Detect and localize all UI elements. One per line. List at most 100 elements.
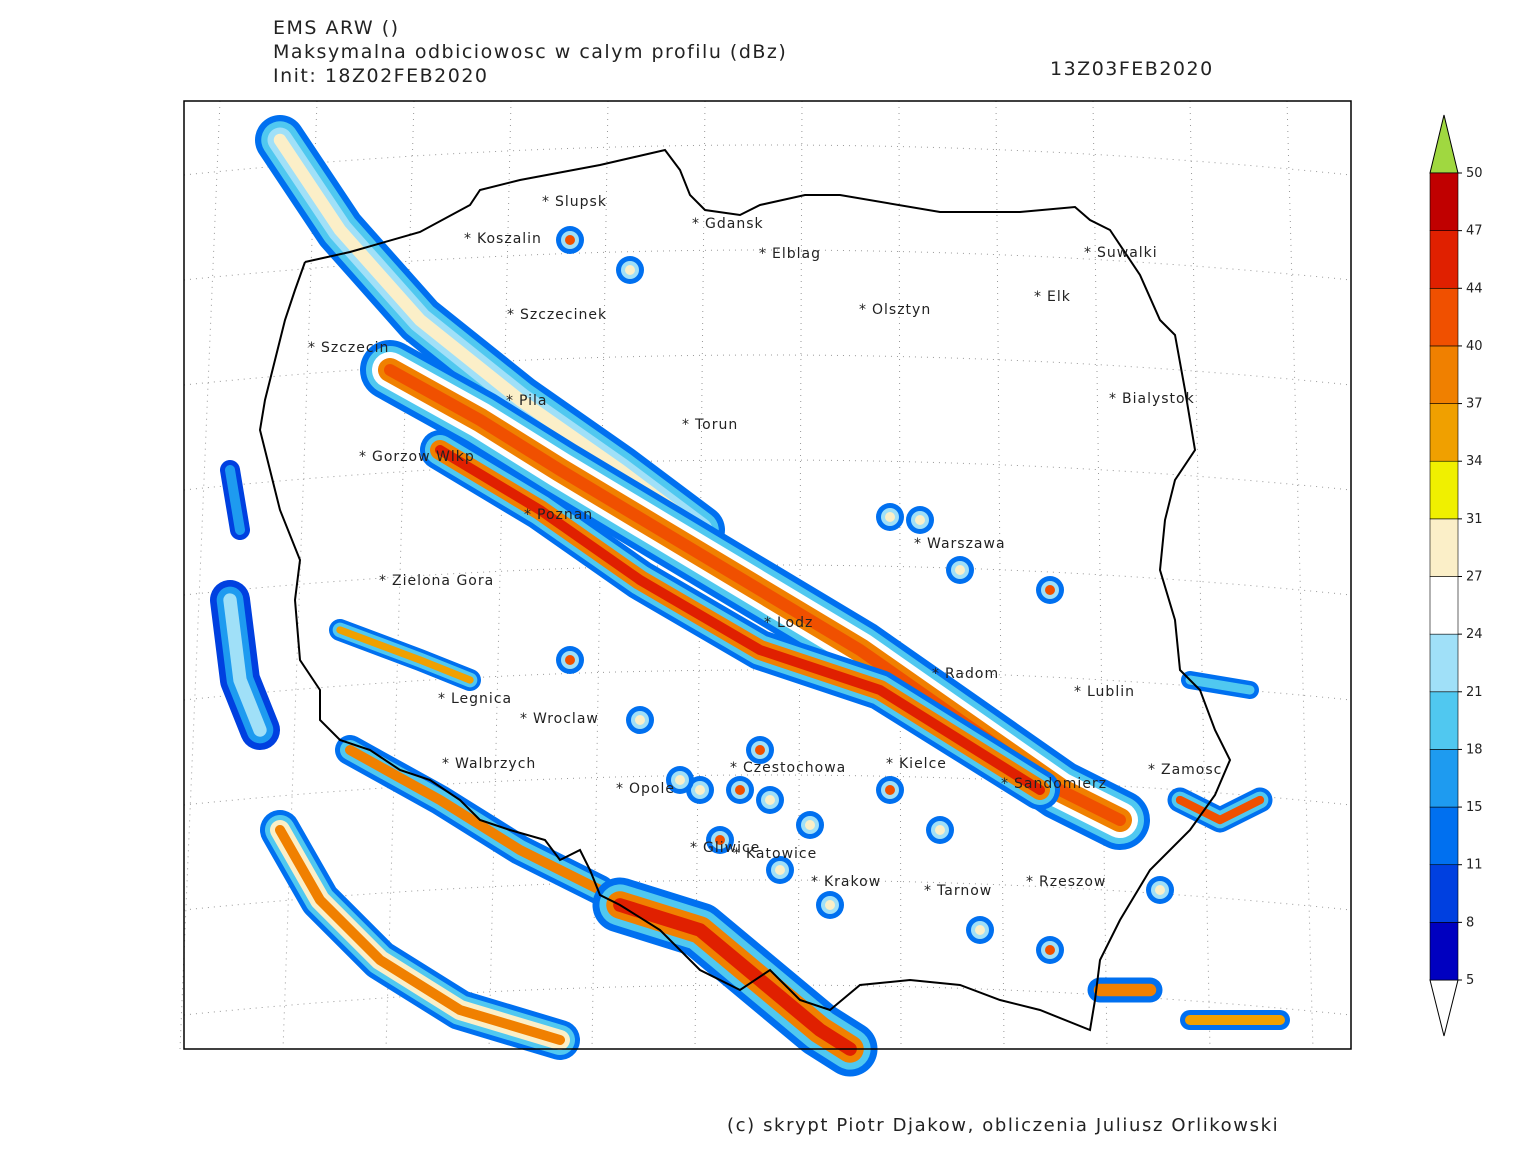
city-marker: * — [1034, 289, 1042, 305]
city-marker: * — [1084, 245, 1092, 261]
color-band — [1429, 691, 1459, 750]
city-marker: * — [859, 302, 867, 318]
color-band — [1429, 633, 1459, 693]
color-band — [1429, 576, 1459, 635]
city-marker: * — [682, 417, 690, 433]
echo — [336, 626, 474, 684]
map-frame — [183, 100, 1352, 1050]
echo — [225, 465, 245, 535]
echo-cell — [935, 825, 945, 835]
echo-cell — [1155, 885, 1165, 895]
meridian — [995, 100, 1005, 1050]
city-label: Poznan — [537, 507, 593, 523]
echo-cell — [885, 785, 895, 795]
country-border — [258, 148, 1232, 1032]
city-marker: * — [811, 874, 819, 890]
colorbar-label: 5 — [1466, 973, 1474, 988]
city-label: Sandomierz — [1014, 776, 1107, 792]
city-marker: * — [438, 691, 446, 707]
city-marker: * — [924, 883, 932, 899]
city-marker: * — [1001, 776, 1009, 792]
colorbar-label: 31 — [1466, 512, 1483, 527]
valid-time: 13Z03FEB2020 — [1050, 58, 1214, 80]
city-marker: * — [932, 666, 940, 682]
city-marker: * — [730, 760, 738, 776]
header-line: Maksymalna odbiciowosc w calym profilu (… — [273, 41, 787, 63]
parallel — [183, 144, 1352, 176]
city-label: Zielona Gora — [392, 573, 494, 589]
city-marker: * — [914, 536, 922, 552]
echo-cell — [635, 715, 645, 725]
echo-cell — [1045, 945, 1055, 955]
echo — [613, 898, 857, 1056]
parallel — [183, 879, 1352, 911]
echo-cell — [565, 655, 575, 665]
city-label: Slupsk — [555, 194, 607, 210]
city-marker: * — [1074, 684, 1082, 700]
city-label: Koszalin — [477, 231, 542, 247]
echo — [435, 445, 1045, 795]
parallel — [183, 354, 1352, 386]
colorbar-over — [1429, 114, 1459, 174]
echo — [1175, 795, 1265, 825]
color-band — [1429, 806, 1459, 866]
echo-cell — [775, 865, 785, 875]
colorbar-label: 15 — [1466, 800, 1483, 815]
city-marker: * — [442, 756, 450, 772]
city-marker: * — [464, 231, 472, 247]
city-label: Gdansk — [705, 216, 764, 232]
city-label: Zamosc — [1161, 762, 1222, 778]
echo-cell — [755, 745, 765, 755]
city-label: Kielce — [899, 756, 947, 772]
meridian — [797, 100, 803, 1050]
city-marker: * — [379, 573, 387, 589]
colorbar-label: 11 — [1466, 858, 1483, 873]
color-band — [1429, 864, 1459, 923]
colorbar-label: 40 — [1466, 339, 1483, 354]
city-marker: * — [1026, 874, 1034, 890]
color-band — [1429, 403, 1459, 462]
echo-cell — [715, 835, 725, 845]
colorbar-label: 18 — [1466, 742, 1483, 757]
echo — [1185, 675, 1255, 695]
city-label: Suwalki — [1097, 245, 1158, 261]
colorbar-label: 47 — [1466, 224, 1483, 239]
echo — [223, 593, 267, 737]
city-marker: * — [506, 393, 514, 409]
city-label: Katowice — [746, 846, 817, 862]
reflectivity-field — [210, 115, 1290, 1077]
header-line: EMS ARW () — [273, 17, 400, 39]
colorbar-label: 21 — [1466, 685, 1483, 700]
echo-cell — [805, 820, 815, 830]
parallel — [183, 669, 1352, 701]
echo-cell — [1045, 585, 1055, 595]
meridian — [179, 100, 221, 1050]
city-marker: * — [764, 615, 772, 631]
city-label: Elk — [1047, 289, 1071, 305]
colorbar-label: 27 — [1466, 570, 1483, 585]
color-band — [1429, 460, 1459, 520]
city-marker: * — [520, 711, 528, 727]
echo-cell — [825, 900, 835, 910]
echo-cell — [915, 515, 925, 525]
echo-cell — [975, 925, 985, 935]
colorbar-under — [1429, 979, 1459, 1037]
city-label: Opole — [629, 781, 675, 797]
footer-credit: (c) skrypt Piotr Djakow, obliczenia Juli… — [727, 1115, 1279, 1136]
meridian — [898, 100, 902, 1050]
colorbar-label: 50 — [1466, 166, 1483, 181]
color-band — [1429, 287, 1459, 347]
echo-cell — [565, 235, 575, 245]
city-label: Torun — [694, 417, 738, 433]
city-label: Warszawa — [927, 536, 1006, 552]
city-label: Krakow — [824, 874, 881, 890]
echo-cell — [765, 795, 775, 805]
echo — [275, 825, 565, 1045]
city-marker: * — [308, 340, 316, 356]
city-labels: * Slupsk * Koszalin * Gdansk * Elblag * Suwalki * E… — [308, 194, 1222, 899]
city-label: Bialystok — [1122, 391, 1195, 407]
colorbar-label: 37 — [1466, 397, 1483, 412]
header-line: Init: 18Z02FEB2020 — [273, 65, 489, 87]
